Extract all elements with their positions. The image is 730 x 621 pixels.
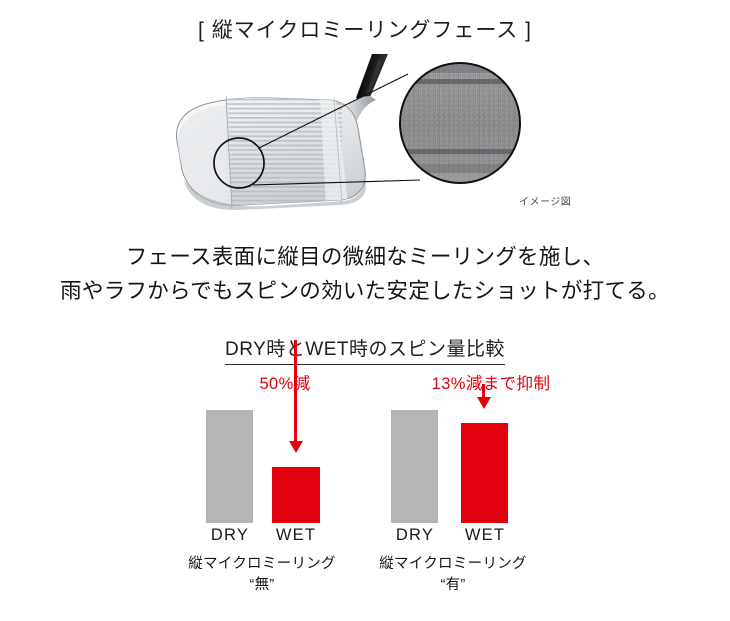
bar-g1-dry — [206, 410, 253, 523]
group-label-1: 縦マイクロミーリング “無” — [167, 554, 357, 596]
bar-slot-g1-dry — [206, 408, 253, 523]
arrow-down-g1 — [294, 340, 297, 443]
page-title: [ 縦マイクロミーリングフェース ] — [0, 14, 730, 44]
bar-g2-wet — [461, 423, 508, 523]
axis-label-g1-dry: DRY — [210, 526, 250, 544]
bars-area — [0, 340, 730, 523]
description-text: フェース表面に縦目の微細なミーリングを施し、 雨やラフからでもスピンの効いた安定… — [0, 240, 730, 308]
group-label-2-line1: 縦マイクロミーリング — [379, 556, 527, 572]
bar-g1-wet — [272, 467, 320, 523]
group-label-1-line2: “無” — [249, 577, 275, 593]
title-bracket-close: ] — [525, 19, 532, 42]
bar-slot-g2-wet — [461, 384, 508, 523]
arrow-down-g2 — [482, 384, 485, 399]
axis-label-g2-wet: WET — [464, 526, 506, 544]
description-line-1: フェース表面に縦目の微細なミーリングを施し、 — [125, 245, 605, 269]
description-line-2: 雨やラフからでもスピンの効いた安定したショットが打てる。 — [60, 279, 670, 303]
annotation-group-2: 13%減まで抑制 — [431, 375, 551, 393]
axis-label-g1-wet: WET — [275, 526, 317, 544]
title-text: 縦マイクロミーリングフェース — [211, 19, 519, 42]
chart-subtitle: DRY時とWET時のスピン量比較 — [0, 334, 730, 365]
bar-slot-g1-wet — [272, 340, 320, 523]
club-head-icon — [176, 95, 366, 211]
callout-circle-small — [213, 137, 265, 189]
bar-g2-dry — [391, 410, 438, 523]
title-bracket-open: [ — [198, 19, 205, 42]
chart-subtitle-text: DRY時とWET時のスピン量比較 — [225, 334, 505, 365]
product-figure — [120, 48, 610, 218]
image-note-caption: イメージ図 — [519, 197, 572, 208]
axis-label-g2-dry: DRY — [395, 526, 435, 544]
wedge-clubface-illustration — [176, 54, 521, 211]
bar-slot-g2-dry — [391, 408, 438, 523]
spin-comparison-bar-chart: 50%減 13%減まで抑制 DRY WET DRY WET 縦マイクロミーリング… — [0, 340, 730, 610]
callout-connector-lines — [252, 73, 421, 186]
callout-circle-magnified — [399, 62, 521, 184]
club-shaft-icon — [356, 54, 388, 102]
group-label-1-line1: 縦マイクロミーリング — [188, 556, 336, 572]
group-label-2: 縦マイクロミーリング “有” — [358, 554, 548, 596]
group-label-2-line2: “有” — [440, 577, 466, 593]
annotation-group-1: 50%減 — [259, 375, 311, 393]
